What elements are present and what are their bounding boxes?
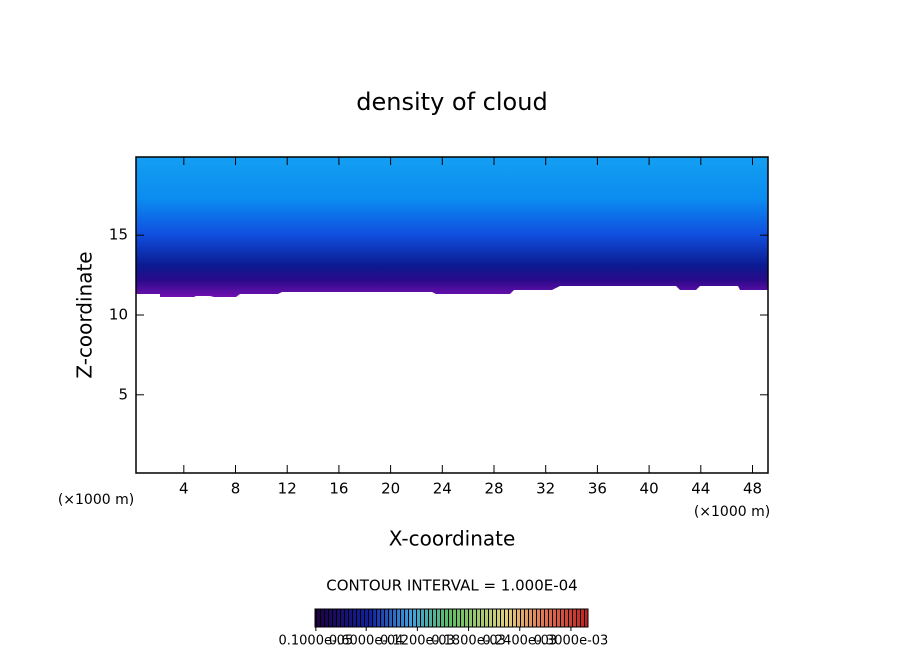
- chart-title: density of cloud: [356, 88, 547, 116]
- colorbar-label: 0.3000e-03: [534, 634, 609, 649]
- x-tick-label: 48: [743, 480, 762, 498]
- x-tick-label: 12: [278, 480, 297, 498]
- cloud-field: [136, 157, 768, 297]
- y-axis-label: Z-coordinate: [73, 251, 97, 378]
- y-unit: (×1000 m): [58, 492, 134, 508]
- y-tick-label: 10: [109, 306, 128, 324]
- x-tick-label: 40: [640, 480, 659, 498]
- x-tick-label: 44: [691, 480, 710, 498]
- x-axis-label: X-coordinate: [389, 527, 516, 551]
- colorbar-label: 0.6000e-04: [329, 634, 404, 649]
- x-unit: (×1000 m): [694, 504, 770, 520]
- x-tick-label: 16: [329, 480, 348, 498]
- contour-note: CONTOUR INTERVAL = 1.000E-04: [326, 577, 577, 595]
- x-tick-label: 24: [433, 480, 452, 498]
- y-tick-label: 15: [109, 226, 128, 244]
- x-tick-label: 32: [536, 480, 555, 498]
- colorbar-label: 0.1800e-03: [431, 634, 506, 649]
- x-tick-label: 8: [231, 480, 241, 498]
- colorbar-frame: [314, 608, 589, 628]
- colorbar-label: 0.2400e-03: [482, 634, 557, 649]
- x-tick-label: 4: [179, 480, 189, 498]
- y-tick-label: 5: [118, 385, 128, 403]
- x-tick-label: 28: [484, 480, 503, 498]
- x-tick-label: 20: [381, 480, 400, 498]
- colorbar-label: 0.1200e-03: [380, 634, 455, 649]
- x-tick-label: 36: [588, 480, 607, 498]
- colorbar-label: 0.1000e-05: [278, 634, 353, 649]
